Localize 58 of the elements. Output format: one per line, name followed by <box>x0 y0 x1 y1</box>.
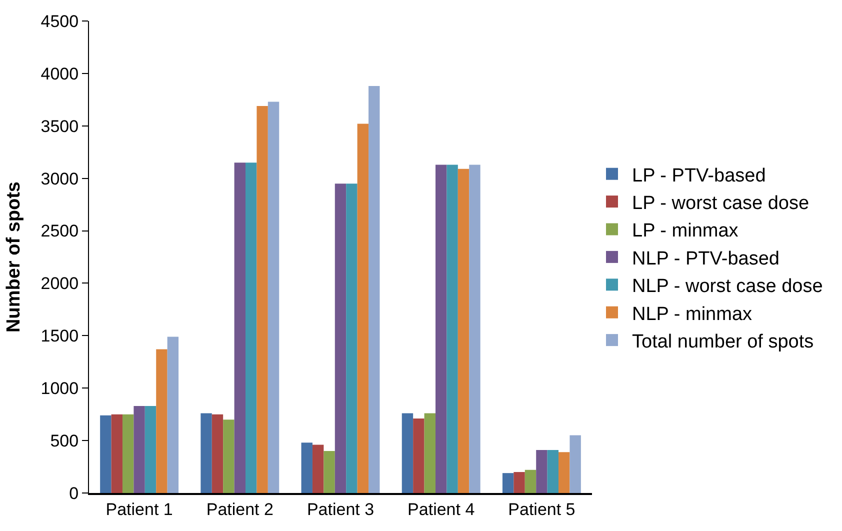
bar <box>234 162 246 493</box>
y-tick-label: 0 <box>69 484 79 503</box>
legend-label: LP - worst case dose <box>632 192 810 214</box>
bar <box>558 452 570 493</box>
y-axis-title: Number of spots <box>4 182 25 332</box>
bar <box>256 106 268 493</box>
x-tick-label: Patient 2 <box>206 500 274 520</box>
y-tick-label: 4000 <box>40 64 79 84</box>
bar <box>514 472 525 493</box>
legend-label: NLP - worst case dose <box>632 276 823 298</box>
y-tick-label: 2000 <box>40 274 79 294</box>
bar <box>458 168 470 493</box>
y-tick-label: 1500 <box>40 326 79 346</box>
bar <box>301 442 312 493</box>
legend-label: NLP - minmax <box>632 304 753 325</box>
bar <box>134 406 145 493</box>
y-tick-label: 4500 <box>40 12 79 31</box>
y-tick-label: 3000 <box>40 169 79 188</box>
y-tick-label: 500 <box>50 432 79 451</box>
bar <box>334 184 346 493</box>
bar <box>536 450 548 493</box>
bar <box>413 418 424 493</box>
bar <box>156 349 168 493</box>
bar <box>246 162 257 493</box>
legend-label: LP - minmax <box>632 220 739 242</box>
bar <box>469 164 480 493</box>
bar <box>223 420 234 493</box>
bar <box>502 473 514 493</box>
x-tick-label: Patient 5 <box>508 500 576 520</box>
bar <box>111 414 122 493</box>
bar <box>424 413 436 493</box>
bar <box>200 413 212 493</box>
bar <box>324 451 335 493</box>
bar <box>368 86 380 493</box>
bar <box>144 406 156 493</box>
bar <box>570 435 581 493</box>
bar <box>167 336 179 493</box>
bar <box>122 414 134 493</box>
bar <box>212 414 224 493</box>
bar <box>312 444 324 493</box>
legend-label: NLP - PTV-based <box>632 248 780 270</box>
legend-label: LP - PTV-based <box>632 165 766 186</box>
x-tick-label: Patient 1 <box>106 500 173 520</box>
bar <box>357 124 369 493</box>
bar <box>402 413 414 493</box>
bar <box>100 415 112 493</box>
y-tick-label: 3500 <box>40 116 79 136</box>
bar <box>268 102 280 493</box>
bar <box>346 184 358 493</box>
legend-label: Total number of spots <box>632 331 814 352</box>
y-tick-label: 2500 <box>40 222 79 241</box>
y-tick-label: 1000 <box>40 379 79 398</box>
bar <box>547 450 559 493</box>
x-tick-label: Patient 3 <box>306 500 374 520</box>
bar <box>436 164 447 493</box>
bar <box>524 470 536 493</box>
x-tick-label: Patient 4 <box>408 500 475 520</box>
bar <box>446 164 458 493</box>
